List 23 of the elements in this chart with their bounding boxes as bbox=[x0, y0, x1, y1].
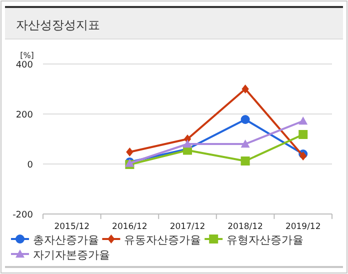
x-tick-label: 2017/12 bbox=[170, 222, 206, 232]
x-tick-label: 2015/12 bbox=[54, 222, 90, 232]
y-tick-label: 200 bbox=[16, 110, 34, 120]
point bbox=[240, 156, 250, 166]
legend-label: 자기자본증가율 bbox=[33, 248, 110, 262]
y-tick-label: 0 bbox=[27, 160, 34, 170]
legend-label: 총자산증가율 bbox=[33, 234, 99, 246]
legend-label: 유동자산증가율 bbox=[124, 234, 202, 246]
y-tick-label: 400 bbox=[16, 60, 34, 70]
legend-label: 유형자산증가율 bbox=[226, 234, 304, 246]
chart-title: 자산성장성지표 bbox=[16, 18, 100, 32]
point bbox=[242, 84, 249, 94]
x-tick-label: 2019/12 bbox=[285, 222, 321, 232]
y-axis-title: [%] bbox=[20, 51, 34, 60]
point bbox=[240, 140, 250, 148]
point bbox=[240, 115, 250, 124]
point bbox=[298, 130, 308, 139]
y-tick-label: -200 bbox=[12, 210, 34, 220]
x-tick-label: 2018/12 bbox=[228, 222, 263, 232]
point bbox=[126, 148, 134, 156]
point bbox=[298, 116, 308, 125]
x-tick-label: 2016/12 bbox=[112, 222, 148, 232]
point bbox=[183, 140, 192, 148]
